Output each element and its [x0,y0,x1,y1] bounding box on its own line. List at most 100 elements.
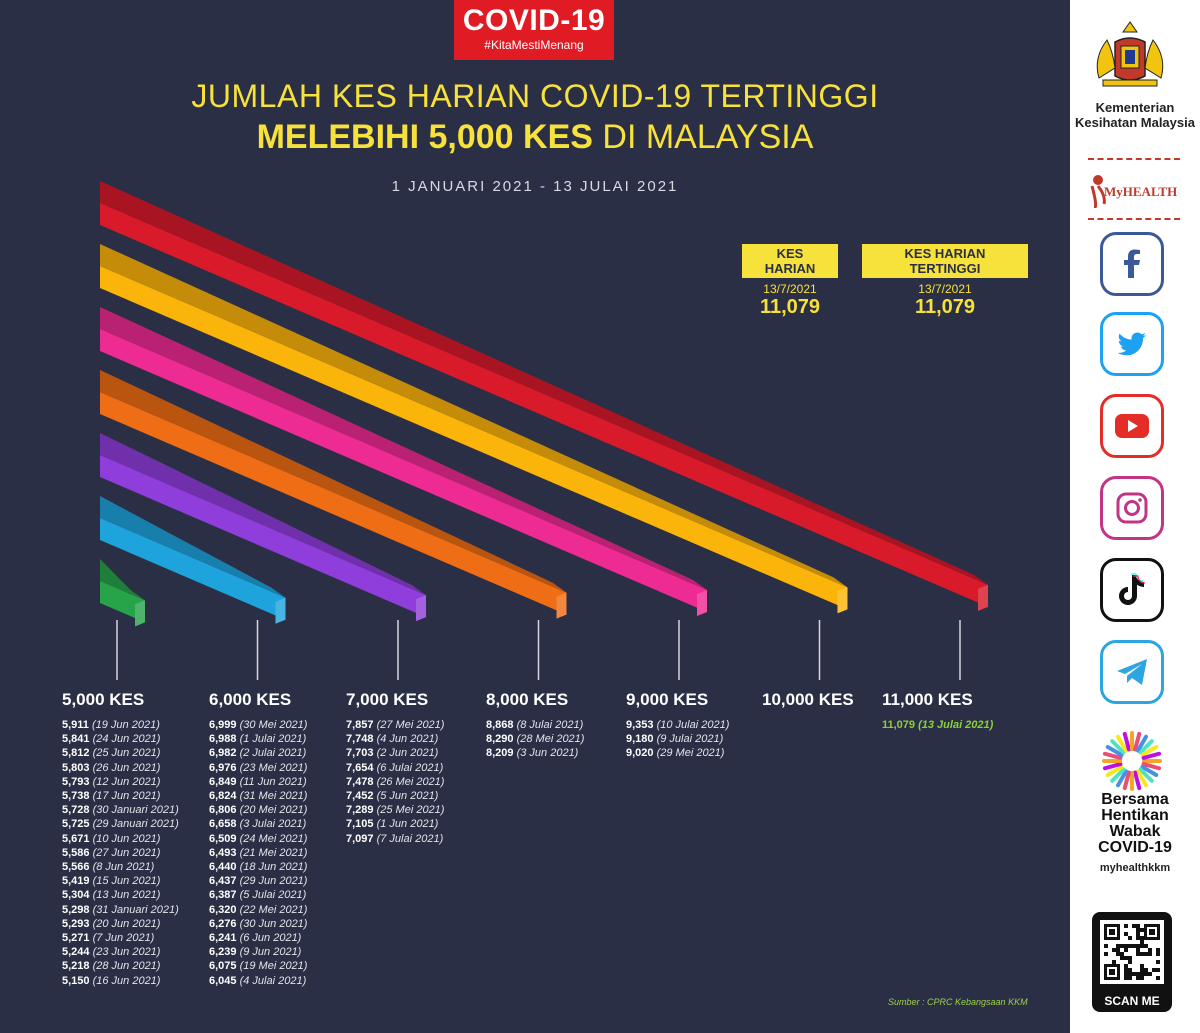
stat-highest-date: 13/7/2021 [918,282,972,296]
data-label: 5,298 (31 Januari 2021) [62,903,179,916]
twitter-link[interactable] [1100,312,1164,376]
data-label: 7,452 (5 Jun 2021) [346,790,439,803]
burst-ray [1133,770,1142,791]
source-note: Sumber : CPRC Kebangsaan KKM [888,997,1028,1007]
sidebar-divider [1088,158,1180,160]
data-label: 7,478 (26 Mei 2021) [346,775,445,788]
burst-ray [1102,762,1123,771]
data-label: 8,868 (8 Julai 2021) [486,719,584,731]
data-label: 7,857 (27 Mei 2021) [346,719,445,731]
data-label: 7,289 (25 Mei 2021) [346,804,445,817]
bar-8000 [100,370,567,619]
myhealth-figure-icon [1090,175,1106,208]
qr-pattern [1100,920,1164,984]
burst-ray [1122,731,1131,752]
telegram-link[interactable] [1100,640,1164,704]
data-label: 6,320 (22 Mei 2021) [209,903,308,916]
burst-ray [1110,739,1126,755]
burst-ray [1136,769,1148,788]
campaign-line: Bersama [1101,791,1169,808]
myhealth-text: MyHEALTH [1104,184,1178,199]
data-label: 6,824 (31 Mei 2021) [209,790,308,803]
twitter-icon [1117,332,1146,356]
qr-code[interactable]: SCAN ME [1092,912,1172,1012]
burst-ray [1136,734,1148,753]
stat-daily-label: KES HARIAN [742,244,838,278]
social-handle: myhealthkkm [1099,862,1171,874]
campaign-line: COVID-19 [1098,839,1172,856]
scan-me-label: SCAN ME [1104,994,1160,1008]
chart-title-line1: JUMLAH KES HARIAN COVID-19 TERTINGGI [191,78,879,114]
data-label: 9,353 (10 Julai 2021) [626,719,730,731]
bar-11000 [100,181,988,611]
data-label: 7,105 (1 Jun 2021) [346,818,439,831]
data-label: 6,988 (1 Julai 2021) [209,733,307,746]
data-label: 5,150 (16 Jun 2021) [62,974,161,987]
burst-ray [1141,762,1162,771]
chart-title-line2: MELEBIHI 5,000 KES DI MALAYSIA [0,118,1070,157]
instagram-icon [1116,492,1148,524]
data-label: 6,241 (6 Jun 2021) [209,932,302,945]
data-label: 5,419 (15 Jun 2021) [62,875,161,888]
tick-label: 8,000 KES [486,690,569,709]
chart-title-bold: MELEBIHI 5,000 KES [256,118,593,156]
data-label: 5,293 (20 Jun 2021) [62,917,161,930]
facebook-link[interactable] [1100,232,1164,296]
column-6000: 6,000 KES 6,999 (30 Mei 2021) 6,988 (1 Jul… [209,690,349,988]
instagram-link[interactable] [1100,476,1164,540]
data-label: 5,812 (25 Jun 2021) [62,747,161,760]
stat-daily-value: 11,079 [759,296,821,318]
data-label: 7,748 (4 Jun 2021) [346,733,439,746]
data-label: 6,239 (9 Jun 2021) [209,946,302,959]
youtube-link[interactable] [1100,394,1164,458]
tick-label: 6,000 KES [209,690,292,709]
data-label: 5,738 (17 Jun 2021) [62,790,161,803]
myhealth-logo: MyHEALTH [1088,172,1180,212]
chart-title-rest: DI MALAYSIA [592,118,814,156]
sidebar-divider [1088,218,1180,220]
tick-label: 7,000 KES [346,690,429,709]
data-label: 9,020 (29 Mei 2021) [626,747,725,760]
bar-10000 [100,244,848,614]
bar-6000 [100,496,286,624]
burst-ray [1110,767,1126,783]
data-label: 6,387 (5 Julai 2021) [209,889,307,902]
burst-ray [1138,739,1154,755]
data-label: 6,999 (30 Mei 2021) [209,719,308,731]
coat-of-arms-logo [1096,21,1164,87]
data-label: 5,841 (24 Jun 2021) [62,733,161,746]
tick-label: 11,000 KES [882,690,973,709]
column-10000: 10,000 KES [762,690,902,718]
burst-ray [1140,765,1159,777]
data-label: 5,304 (13 Jun 2021) [62,889,161,902]
tiktok-icon [1119,573,1146,605]
data-label: 7,703 (2 Jun 2021) [346,747,439,760]
column-11000: 11,000 KES 11,079 (13 Julai 2021) [882,690,1022,732]
burst-ray [1102,751,1123,760]
telegram-icon [1117,659,1147,685]
infographic-panel: COVID-19 #KitaMestiMenang JUMLAH KES HAR… [0,0,1070,1033]
stat-highest-label: KES HARIAN TERTINGGI [862,244,1028,278]
data-label: 5,728 (30 Januari 2021) [62,804,179,817]
tick-label: 9,000 KES [626,690,709,709]
data-label: 11,079 (13 Julai 2021) [882,719,994,731]
data-label: 9,180 (9 Julai 2021) [626,733,724,746]
column-7000: 7,000 KES 7,857 (27 Mei 2021) 7,748 (4 Jun… [346,690,486,846]
campaign-line: Wabak [1109,823,1161,840]
data-label: 5,566 (8 Jun 2021) [62,861,155,874]
data-label: 6,437 (29 Jun 2021) [209,875,308,888]
tiktok-link[interactable] [1100,558,1164,622]
column-5000: 5,000 KES 5,911 (19 Jun 2021) 5,841 (24 Ju… [62,690,202,988]
data-label: 6,493 (21 Mei 2021) [209,846,308,859]
data-label: 6,509 (24 Mei 2021) [209,832,308,845]
data-label: 5,586 (27 Jun 2021) [62,846,161,859]
data-label: 6,075 (19 Mei 2021) [209,960,308,973]
data-label: 5,218 (28 Jun 2021) [62,960,161,973]
campaign-slogan: Bersama Hentikan Wabak COVID-19 [1075,792,1195,856]
data-label: 5,671 (10 Jun 2021) [62,832,161,845]
data-label: 6,440 (18 Jun 2021) [209,861,308,874]
tick-label: 5,000 KES [62,690,145,709]
covid-badge: COVID-19 #KitaMestiMenang [454,0,614,60]
data-label: 5,803 (26 Jun 2021) [62,761,161,774]
burst-ray [1141,751,1162,760]
